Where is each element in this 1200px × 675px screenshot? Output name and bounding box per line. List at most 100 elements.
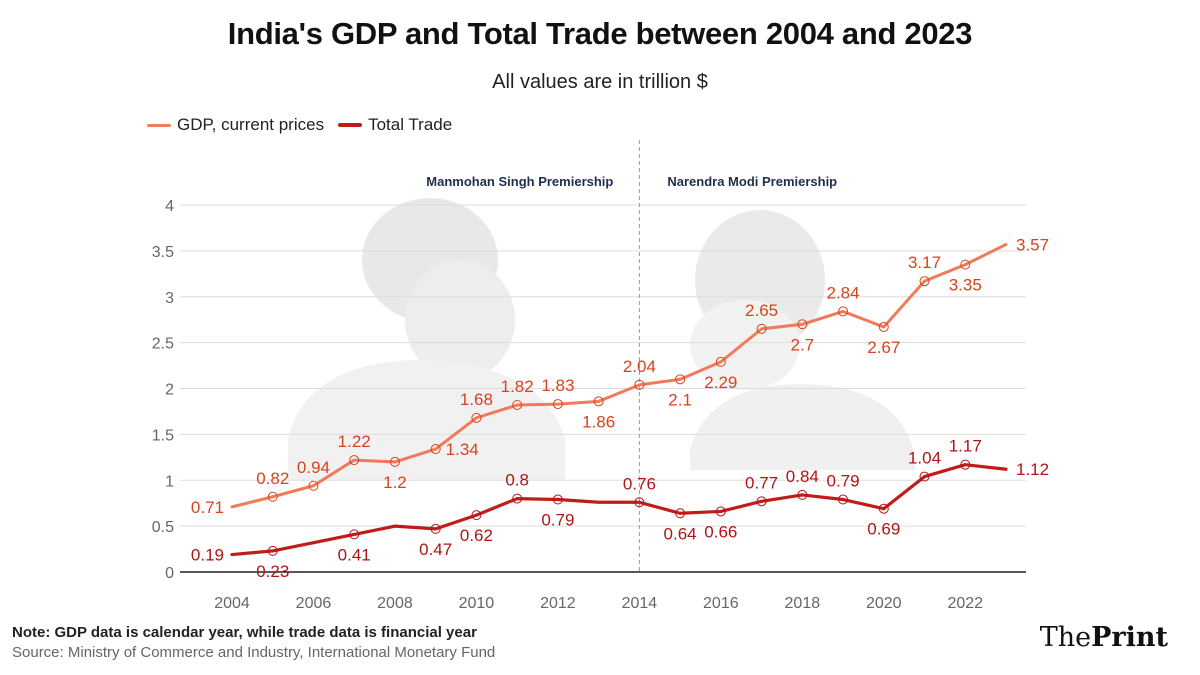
gdp-point[interactable] <box>715 356 726 367</box>
gdp-data-label: 0.82 <box>256 469 289 488</box>
gdp-point[interactable] <box>797 319 808 330</box>
trade-data-label: 0.19 <box>191 546 224 565</box>
gdp-data-label: 0.94 <box>297 458 330 477</box>
trade-point[interactable] <box>552 494 563 505</box>
trade-point[interactable] <box>267 545 278 556</box>
gdp-data-label: 2.65 <box>745 301 778 320</box>
trade-line <box>230 463 1008 557</box>
trade-data-label: 1.12 <box>1016 460 1049 479</box>
brand-suffix: Print <box>1091 622 1168 653</box>
gdp-data-label: 1.34 <box>446 440 479 459</box>
trade-data-label: 0.41 <box>338 545 371 564</box>
legend-swatch-gdp <box>147 123 171 127</box>
brand-prefix: The <box>1039 622 1092 653</box>
trade-data-label: 0.8 <box>505 471 529 490</box>
trade-data-label: 0.76 <box>623 474 656 493</box>
gdp-data-label: 1.86 <box>582 412 615 431</box>
gdp-data-label: 2.67 <box>867 338 900 357</box>
trade-point[interactable] <box>349 529 360 540</box>
chart-legend: GDP, current prices Total Trade <box>147 115 466 135</box>
gdp-point[interactable] <box>593 396 604 407</box>
trade-data-label: 0.77 <box>745 473 778 492</box>
trade-point[interactable] <box>919 471 930 482</box>
gdp-point[interactable] <box>389 456 400 467</box>
gdp-data-label: 3.57 <box>1016 235 1049 254</box>
gdp-point[interactable] <box>430 444 441 455</box>
y-tick-label: 3.5 <box>152 244 174 261</box>
portrait-left-image <box>288 198 565 480</box>
gdp-point[interactable] <box>267 491 278 502</box>
gdp-point[interactable] <box>349 455 360 466</box>
gdp-data-label: 2.7 <box>790 335 814 354</box>
gdp-point[interactable] <box>838 306 849 317</box>
x-tick-label: 2022 <box>947 595 983 612</box>
annotation-modi: Narendra Modi Premiership <box>667 174 837 189</box>
y-tick-label: 2 <box>165 382 174 399</box>
gdp-data-label: 2.29 <box>704 373 737 392</box>
gdp-data-label: 1.68 <box>460 390 493 409</box>
gdp-data-label: 2.1 <box>668 390 692 409</box>
x-tick-label: 2008 <box>377 595 413 612</box>
trade-data-label: 1.17 <box>949 437 982 456</box>
gdp-data-label: 3.17 <box>908 253 941 272</box>
chart-subtitle: All values are in trillion $ <box>492 71 708 93</box>
x-tick-label: 2004 <box>214 595 250 612</box>
x-tick-label: 2012 <box>540 595 576 612</box>
legend-item-trade[interactable]: Total Trade <box>338 115 452 135</box>
trade-point[interactable] <box>715 506 726 517</box>
x-tick-label: 2016 <box>703 595 739 612</box>
trade-data-label: 0.64 <box>664 524 697 543</box>
legend-label-trade: Total Trade <box>368 115 453 134</box>
gdp-point[interactable] <box>756 323 767 334</box>
y-tick-label: 1 <box>165 473 174 490</box>
trade-point[interactable] <box>756 496 767 507</box>
trade-point[interactable] <box>960 459 971 470</box>
trade-data-label: 0.23 <box>256 562 289 581</box>
x-tick-label: 2010 <box>459 595 495 612</box>
gdp-point[interactable] <box>634 379 645 390</box>
gdp-data-label: 1.22 <box>338 432 371 451</box>
gdp-data-label: 1.82 <box>501 377 534 396</box>
trade-point[interactable] <box>878 503 889 514</box>
gdp-point[interactable] <box>960 259 971 270</box>
legend-label-gdp: GDP, current prices <box>177 115 325 134</box>
brand-logo: ThePrint <box>1040 622 1168 653</box>
gdp-data-label: 1.2 <box>383 473 407 492</box>
trade-point[interactable] <box>797 489 808 500</box>
chart-title: India's GDP and Total Trade between 2004… <box>227 16 973 51</box>
y-tick-label: 0.5 <box>152 519 174 536</box>
gdp-data-label: 2.84 <box>827 283 860 302</box>
y-tick-label: 2.5 <box>152 336 174 353</box>
gdp-point[interactable] <box>471 412 482 423</box>
trade-point[interactable] <box>430 523 441 534</box>
gdp-line <box>230 242 1008 509</box>
trade-point[interactable] <box>675 508 686 519</box>
trade-point[interactable] <box>471 510 482 521</box>
y-tick-label: 3 <box>165 290 174 307</box>
y-tick-label: 4 <box>165 198 174 215</box>
portrait-right-image <box>690 210 915 470</box>
trade-point[interactable] <box>512 493 523 504</box>
trade-data-label: 0.62 <box>460 526 493 545</box>
gdp-data-label: 3.35 <box>949 276 982 295</box>
gdp-data-label: 2.04 <box>623 357 656 376</box>
annotation-manmohan: Manmohan Singh Premiership <box>426 174 613 189</box>
footnote: Note: GDP data is calendar year, while t… <box>12 624 477 641</box>
trade-point[interactable] <box>838 494 849 505</box>
gdp-point[interactable] <box>675 374 686 385</box>
trade-data-label: 0.69 <box>867 520 900 539</box>
gdp-point[interactable] <box>919 276 930 287</box>
trade-data-label: 0.79 <box>541 511 574 530</box>
source-note: Source: Ministry of Commerce and Industr… <box>12 644 496 661</box>
trade-data-label: 0.47 <box>419 540 452 559</box>
x-tick-label: 2014 <box>622 595 658 612</box>
gdp-point[interactable] <box>552 399 563 410</box>
y-tick-label: 0 <box>165 565 174 582</box>
legend-item-gdp[interactable]: GDP, current prices <box>147 115 324 135</box>
gdp-point[interactable] <box>878 322 889 333</box>
gdp-point[interactable] <box>512 400 523 411</box>
gdp-point[interactable] <box>308 480 319 491</box>
trade-point[interactable] <box>634 497 645 508</box>
x-tick-label: 2020 <box>866 595 902 612</box>
